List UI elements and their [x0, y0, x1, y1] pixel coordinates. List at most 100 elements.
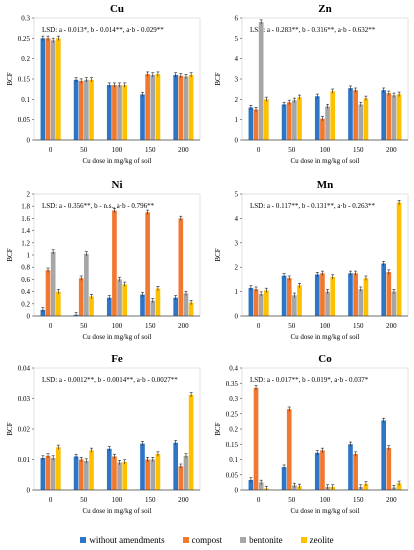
bar-bentonite	[391, 291, 397, 316]
bar-compost	[353, 90, 358, 140]
bar-without-amendments	[140, 294, 145, 316]
x-tick-label: 0	[257, 496, 261, 504]
bar-compost	[78, 278, 84, 316]
bar-zeolite	[263, 99, 269, 140]
bar-zeolite	[396, 202, 402, 316]
bar-zeolite	[363, 278, 369, 316]
legend-swatch-compost	[182, 537, 189, 543]
bar-without-amendments	[106, 448, 112, 490]
bar-compost	[253, 387, 259, 490]
plot-area	[241, 193, 409, 317]
y-axis-label: BCF	[214, 422, 222, 435]
y-tick-label: 2	[235, 264, 239, 272]
legend-item-bentonite: bentonite	[240, 535, 283, 545]
bar-without-amendments	[281, 467, 287, 490]
bar-zeolite	[122, 461, 128, 490]
bar-bentonite	[258, 22, 264, 140]
x-tick-label: 50	[80, 322, 88, 330]
x-tick-label: 100	[320, 322, 331, 330]
bar-compost	[386, 447, 392, 490]
bar-zeolite	[188, 74, 194, 140]
bar-without-amendments	[248, 287, 254, 316]
chart-fe: Fe 0 0.01 0.02 0.03 0.04 BCF LSD: a - 0.0012**,…	[6, 353, 201, 515]
plot-area	[241, 367, 409, 491]
x-axis-label: Cu dose in mg/kg of soil	[82, 507, 151, 515]
bar-without-amendments	[140, 443, 145, 490]
bar-compost	[178, 466, 184, 490]
y-tick-label: 1	[235, 116, 239, 124]
bar-bentonite	[358, 104, 364, 140]
bar-zeolite	[297, 97, 302, 140]
bar-bentonite	[292, 485, 297, 490]
x-tick-label: 0	[49, 322, 53, 330]
bar-bentonite	[292, 100, 297, 140]
bar-without-amendments	[281, 104, 287, 140]
x-tick-label: 0	[49, 496, 53, 504]
chart-co: Co 0 0.05 0.1 0.15 0.2 0.25 0.3 0.35 0.4 BCF LSD: a…	[214, 353, 409, 515]
bar-compost	[286, 409, 292, 490]
x-tick-label: 50	[288, 146, 296, 154]
bar-compost	[386, 93, 392, 140]
chart-title: Ni	[112, 179, 123, 191]
bar-bentonite	[117, 462, 122, 490]
bar-bentonite	[258, 482, 264, 490]
y-tick-label: 0	[27, 137, 31, 145]
bar-bentonite	[183, 455, 189, 490]
chart-title: Fe	[111, 353, 123, 365]
x-axis-label: Cu dose in mg/kg of soil	[290, 157, 359, 165]
bar-bentonite	[50, 251, 56, 316]
bar-bentonite	[325, 291, 330, 316]
x-tick-label: 100	[320, 146, 331, 154]
y-tick-label: 0	[235, 137, 239, 145]
lsd-annotation: LSD: a - 0.013*, b - 0.014**, a·b - 0.02…	[42, 26, 164, 34]
bar-zeolite	[89, 296, 94, 316]
bar-without-amendments	[40, 457, 46, 490]
bar-compost	[353, 273, 358, 316]
bar-zeolite	[363, 98, 369, 140]
y-tick-label: 0.15	[18, 76, 31, 84]
bar-compost	[286, 102, 292, 140]
y-tick-label: 1.6	[21, 215, 30, 223]
bar-zeolite	[55, 38, 61, 141]
bar-zeolite	[155, 288, 161, 316]
y-tick-label: 1.8	[21, 203, 30, 211]
chart-title: Co	[318, 353, 332, 365]
y-tick-label: 0	[27, 313, 31, 321]
bar-zeolite	[396, 94, 402, 140]
chart-ni: Ni 0 0.2 0.4 0.6 0.8 1 1.2 1.4 1.6 1.8 2 BCF LSD: a -…	[6, 179, 201, 341]
bar-bentonite	[292, 295, 297, 316]
plot-area	[33, 367, 201, 491]
x-tick-label: 0	[49, 146, 53, 154]
y-tick-label: 0.05	[18, 116, 31, 124]
bar-without-amendments	[106, 85, 112, 140]
lsd-annotation: LSD: a - 0.283**, b - 0.316**, a·b - 0.6…	[250, 26, 376, 34]
chart-cu: Cu 0 0.05 0.1 0.15 0.2 0.25 0.3 BCF LSD: a - 0.01…	[6, 3, 201, 165]
bar-compost	[320, 273, 325, 316]
bar-bentonite	[183, 76, 189, 140]
bar-zeolite	[188, 302, 194, 316]
bar-without-amendments	[173, 442, 179, 490]
bar-without-amendments	[281, 275, 287, 316]
y-axis-label: BCF	[6, 248, 14, 261]
x-tick-label: 150	[353, 496, 364, 504]
bar-zeolite	[89, 79, 94, 140]
bar-bentonite	[84, 253, 89, 316]
bar-compost	[112, 85, 117, 140]
bar-bentonite	[358, 289, 364, 316]
y-tick-label: 3	[235, 239, 239, 247]
legend-swatch-zeolite	[300, 537, 307, 543]
bar-bentonite	[150, 300, 156, 316]
bar-zeolite	[330, 91, 336, 140]
x-tick-label: 100	[112, 496, 123, 504]
x-tick-label: 50	[80, 146, 88, 154]
y-axis-label: BCF	[6, 72, 14, 85]
plot-area	[33, 17, 201, 141]
bar-zeolite	[363, 483, 369, 490]
x-tick-label: 50	[288, 322, 296, 330]
bar-without-amendments	[140, 94, 145, 140]
legend-item-compost: compost	[182, 535, 222, 545]
bar-without-amendments	[73, 456, 79, 490]
x-tick-label: 200	[386, 146, 397, 154]
chart-title: Cu	[110, 3, 124, 15]
